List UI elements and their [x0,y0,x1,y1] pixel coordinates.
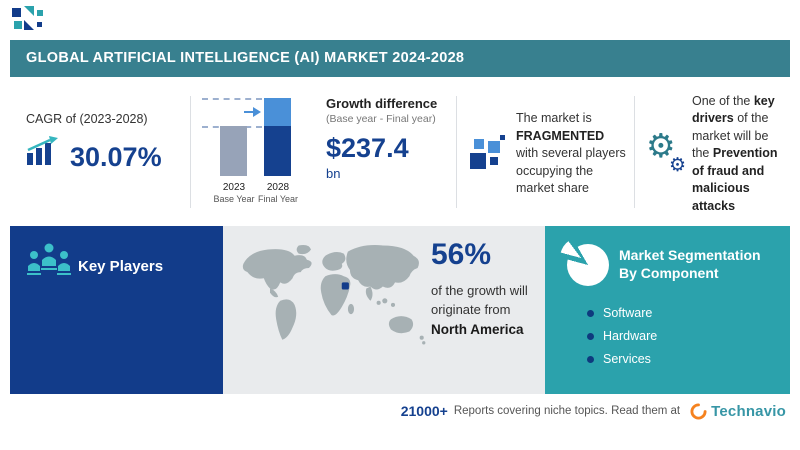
footer-text: Reports covering niche topics. Read them… [453,405,681,417]
segmentation-item-label: Hardware [603,329,658,343]
divider [456,96,457,208]
segmentation-panel: Market Segmentation By Component Softwar… [545,226,790,394]
growth-difference-unit: bn [326,166,341,181]
bar-sublabel-2023: Base Year [213,194,255,204]
bar-2028-base-segment [264,126,291,176]
region-line2: originate from [431,301,511,317]
divider [634,96,635,208]
growth-difference-value: $237.4 [326,133,409,163]
bar-label-2023: 2023 [222,182,246,193]
map-marker-icon [341,282,349,290]
page-title: GLOBAL ARTIFICIAL INTELLIGENCE (AI) MARK… [26,50,465,66]
driver-bold2: Prevention of fraud and malicious attack… [692,146,778,213]
market-structure-block: The market is FRAGMENTED with several pl… [468,96,626,212]
segmentation-item-label: Services [603,352,651,366]
growth-bar-chart: 2023 Base Year 2028 Final Year [202,96,316,208]
fragmented-pre: The market is [516,111,592,126]
market-structure-text: The market is FRAGMENTED with several pl… [516,110,626,198]
fragmented-post: with several players occupying the marke… [516,146,626,196]
segmentation-item: Software [587,306,657,320]
region-panel: 56% of the growth will originate from No… [223,226,545,394]
dashed-line-final-year [202,98,262,100]
key-driver-block: ⚙ ⚙ One of the key drivers of the market… [646,94,788,213]
pie-chart-icon [560,237,609,286]
technavio-brand: Technavio [711,402,786,420]
technavio-logo[interactable]: Technavio [690,403,786,420]
region-line1: of the growth will [431,283,528,298]
bar-2028 [264,98,291,176]
driver-pre: One of the [692,93,751,108]
cagr-label: CAGR of (2023-2028) [26,112,148,126]
region-name: North America [431,321,524,337]
technavio-swoosh-icon [690,402,707,420]
people-icon [26,240,72,287]
growth-arrow-icon [244,107,261,117]
header-bar: GLOBAL ARTIFICIAL INTELLIGENCE (AI) MARK… [10,40,790,77]
reports-count: 21000+ [400,403,448,419]
region-percent: 56% [431,238,492,271]
key-players-panel: Key Players [10,226,223,394]
fragmented-bold: FRAGMENTED [516,128,605,143]
segmentation-item-label: Software [603,306,653,320]
segmentation-title: Market Segmentation By Component [619,247,761,282]
bar-2023 [220,126,247,176]
corner-pattern-decoration [12,6,54,41]
bar-2028-growth-segment [264,98,291,126]
bullet-icon [587,309,594,317]
bullet-icon [587,332,594,340]
segmentation-item: Services [587,352,657,366]
driver-bold1: key drivers [692,93,775,126]
driver-mid: of the market will be the [692,111,769,161]
growth-chart-icon [26,136,60,171]
segmentation-item: Hardware [587,329,657,343]
bullet-icon [587,355,594,363]
fragmented-icon [468,133,506,176]
key-driver-text: One of the key drivers of the market wil… [692,93,788,216]
gear-icon: ⚙ ⚙ [646,126,686,176]
footer: 21000+ Reports covering niche topics. Re… [401,400,786,422]
growth-difference-sublabel: (Base year - Final year) [326,113,436,125]
cagr-value: 30.07% [70,142,162,172]
bar-label-2028: 2028 [266,182,290,193]
bar-sublabel-2028: Final Year [257,194,299,204]
key-players-title: Key Players [78,258,164,275]
region-text: of the growth will originate from North … [431,282,528,339]
segmentation-list: Software Hardware Services [587,306,657,375]
growth-difference-label: Growth difference [326,96,438,111]
world-map [229,240,434,383]
divider [190,96,191,208]
